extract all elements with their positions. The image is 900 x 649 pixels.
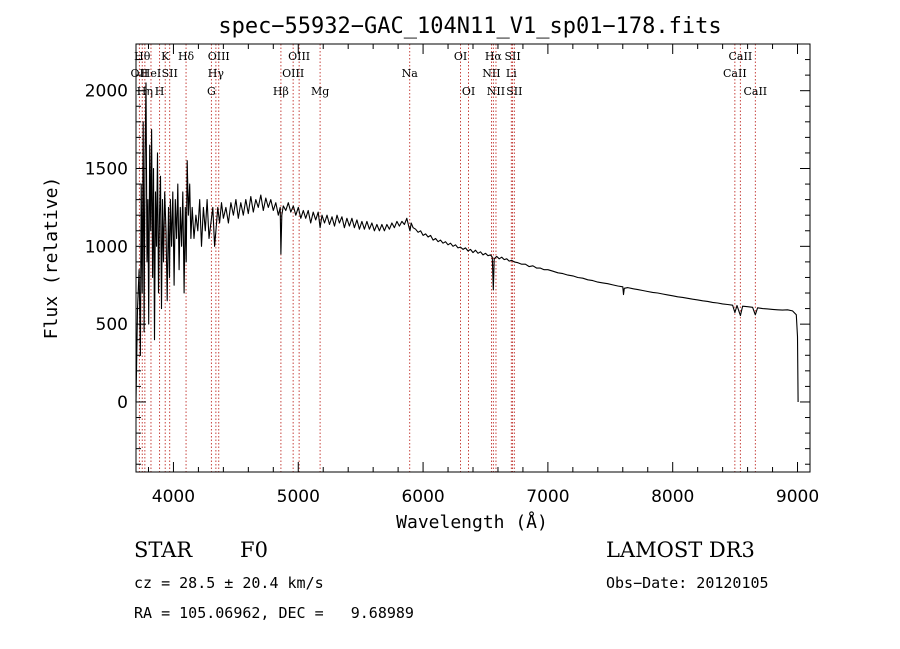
y-tick-label: 1000 [85,237,128,257]
y-tick-label: 1500 [85,160,128,180]
spectral-line-label: OIII [208,50,230,63]
y-tick-label: 2000 [85,82,128,102]
object-subclass: F0 [240,538,268,562]
spectral-line-label: Hγ [208,67,225,80]
spectral-line-label: SII [506,85,522,98]
spectrum-line [135,82,799,403]
y-axis-label: Flux (relative) [41,177,62,340]
x-axis: 4000 5000 6000 7000 8000 9000 [147,44,819,507]
spectral-line-label: OI [462,85,475,98]
spectral-line-label: Hα [485,50,503,63]
x-tick-label: 5000 [277,487,320,507]
spectral-line-label: CaII [729,50,753,63]
x-tick-label: 6000 [401,487,444,507]
x-tick-label: 9000 [776,487,819,507]
redshift-velocity: cz = 28.5 ± 20.4 km/s [134,574,324,592]
spectral-line-label: Hδ [178,50,195,63]
spectral-line-label: Hη [137,85,153,98]
spectral-line-label: CaII [743,85,767,98]
spectral-line-label: Na [402,67,419,80]
spectral-line-label: SII [504,50,520,63]
spectral-line-label: OII [131,67,149,80]
spectral-line-labels: OIIHθHηHeIHKSIIHδGHγOIIIHβOIIIOIIIMgNaOI… [131,50,768,98]
spectral-line-label: OI [454,50,467,63]
spectral-line-label: H [155,85,165,98]
spectral-line-label: Hβ [273,85,289,98]
spectral-line-label: OIII [288,50,310,63]
survey-name: LAMOST DR3 [606,538,755,562]
chart-title: spec−55932−GAC_104N11_V1_sp01−178.fits [218,14,721,39]
spectral-line-label: SII [162,67,178,80]
x-tick-label: 7000 [526,487,569,507]
spectral-line-label: Hθ [134,50,151,63]
observation-date: Obs−Date: 20120105 [606,574,769,592]
spectral-line-label: OIII [282,67,304,80]
object-class: STAR [134,538,193,562]
spectral-line-label: NII [482,67,500,80]
y-tick-label: 500 [96,315,128,335]
y-axis: 0 500 1000 1500 2000 [85,43,810,465]
spectral-line-label: HeI [141,67,161,80]
spectral-line-label: CaII [723,67,747,80]
spectrum-chart: spec−55932−GAC_104N11_V1_sp01−178.fits 4… [41,14,819,533]
spectral-line-label: K [161,50,170,63]
spectral-line-label: NII [487,85,505,98]
spectral-line-label: Mg [311,85,329,98]
spectral-line-label: Li [506,67,517,80]
y-tick-label: 0 [117,393,128,413]
spectral-line-label: G [207,85,216,98]
x-tick-label: 4000 [152,487,195,507]
spectral-line-markers [138,44,756,472]
coordinates: RA = 105.06962, DEC = 9.68989 [134,604,414,622]
x-axis-label: Wavelength (Å) [396,511,548,533]
x-tick-label: 8000 [651,487,694,507]
plot-frame [135,43,811,473]
